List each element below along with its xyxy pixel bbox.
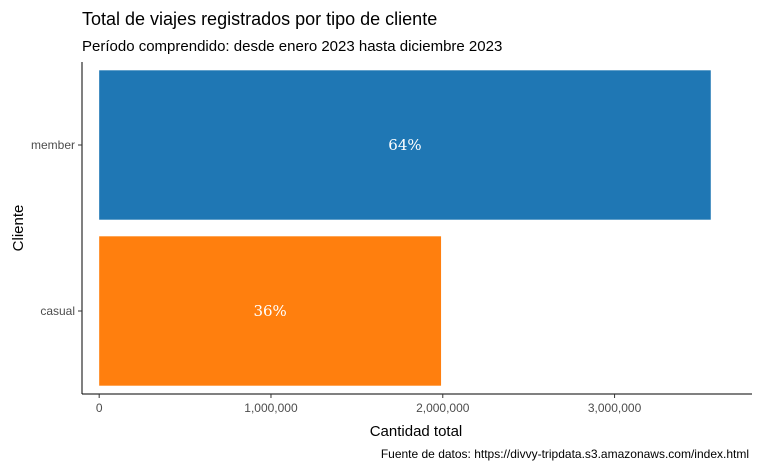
chart-caption: Fuente de datos: https://divvy-tripdata.… [381,447,749,461]
x-tick-label-2: 2,000,000 [416,401,470,415]
chart-title: Total de viajes registrados por tipo de … [82,9,437,29]
bar-label-member: 64% [388,136,421,154]
bars [99,70,711,386]
bar-member [99,70,711,220]
x-tick-label-0: 0 [96,401,103,415]
chart-subtitle: Período comprendido: desde enero 2023 ha… [82,38,502,55]
bar-label-casual: 36% [253,302,286,320]
x-tick-label-3: 3,000,000 [588,401,642,415]
bar-labels: 64% 36% [253,136,421,320]
x-tick-label-1: 1,000,000 [244,401,298,415]
y-tick-label-member: member [31,138,75,152]
bar-casual [99,236,442,386]
x-ticks: 0 1,000,000 2,000,000 3,000,000 [96,394,642,415]
y-axis-title: Cliente [10,205,27,252]
y-ticks: member casual [31,138,82,318]
y-tick-label-casual: casual [40,304,75,318]
x-axis-title: Cantidad total [370,423,463,440]
